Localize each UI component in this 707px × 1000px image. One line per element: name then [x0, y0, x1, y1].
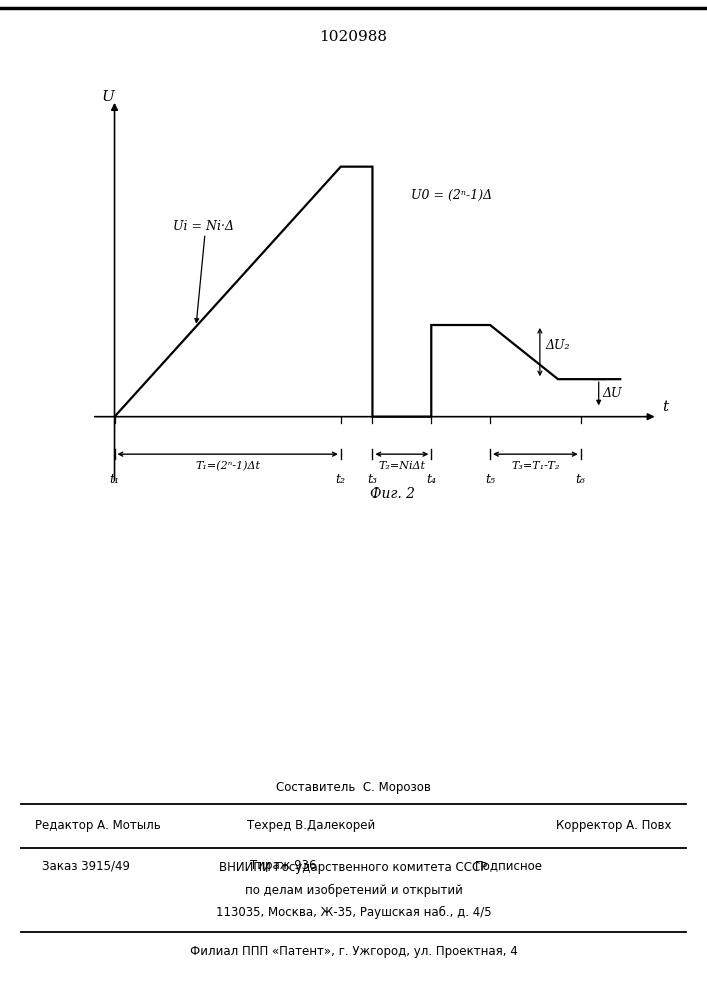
Text: T₃=T₁-T₂: T₃=T₁-T₂: [511, 461, 559, 471]
Text: Корректор А. Повх: Корректор А. Повх: [556, 820, 672, 832]
Text: Заказ 3915/49: Заказ 3915/49: [42, 859, 130, 872]
Text: Тираж 936: Тираж 936: [250, 859, 316, 872]
Text: Ui = Ni·Δ: Ui = Ni·Δ: [173, 220, 234, 233]
Text: ΔU₂: ΔU₂: [545, 339, 570, 352]
Text: t₁: t₁: [110, 473, 119, 486]
Text: t₅: t₅: [485, 473, 495, 486]
Text: t: t: [662, 400, 668, 414]
Text: t₄: t₄: [426, 473, 436, 486]
Text: U0 = (2ⁿ-1)Δ: U0 = (2ⁿ-1)Δ: [411, 189, 492, 202]
Text: t₃: t₃: [368, 473, 378, 486]
Text: Фиг. 2: Фиг. 2: [370, 488, 415, 502]
Text: Подписное: Подписное: [475, 859, 543, 872]
Text: Техред В.Далекорей: Техред В.Далекорей: [247, 820, 375, 832]
Text: Редактор А. Мотыль: Редактор А. Мотыль: [35, 820, 161, 832]
Text: Филиал ППП «Патент», г. Ужгород, ул. Проектная, 4: Филиал ППП «Патент», г. Ужгород, ул. Про…: [189, 946, 518, 958]
Text: t₆: t₆: [575, 473, 585, 486]
Text: T₁=(2ⁿ-1)Δt: T₁=(2ⁿ-1)Δt: [195, 461, 260, 471]
Text: T₂=NiΔt: T₂=NiΔt: [378, 461, 426, 471]
Text: U: U: [101, 90, 115, 104]
Text: Составитель  С. Морозов: Составитель С. Морозов: [276, 780, 431, 794]
Text: t₂: t₂: [336, 473, 346, 486]
Text: ΔU: ΔU: [602, 387, 622, 400]
Text: 113035, Москва, Ж-35, Раушская наб., д. 4/5: 113035, Москва, Ж-35, Раушская наб., д. …: [216, 905, 491, 919]
Text: по делам изобретений и открытий: по делам изобретений и открытий: [245, 883, 462, 897]
Text: 1020988: 1020988: [320, 30, 387, 44]
Text: ВНИИПИ Государственного комитета СССР: ВНИИПИ Государственного комитета СССР: [219, 861, 488, 874]
